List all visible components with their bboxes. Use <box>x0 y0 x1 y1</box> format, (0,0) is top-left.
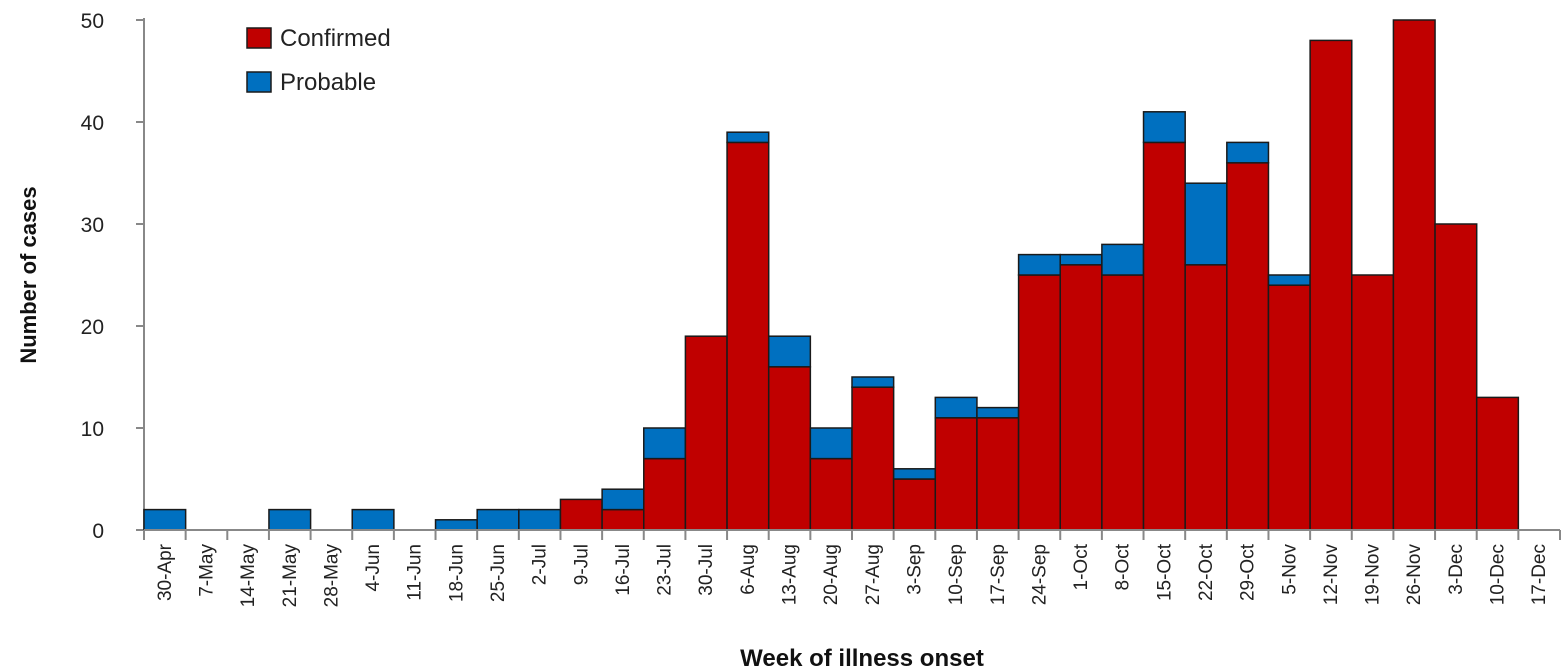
y-axis-label: Number of cases <box>16 186 41 363</box>
bar-confirmed-26-nov <box>1392 19 1436 531</box>
bar-confirmed-8-oct <box>1101 274 1145 531</box>
bar-confirmed-3-dec <box>1434 223 1478 531</box>
x-tick-label: 3-Sep <box>904 544 925 595</box>
x-tick-label: 17-Dec <box>1529 544 1550 605</box>
bar-probable-18-jun <box>434 519 478 531</box>
bar-confirmed-13-aug <box>767 366 812 531</box>
x-tick-label: 4-Jun <box>363 544 384 592</box>
bar-confirmed-16-jul <box>601 508 645 531</box>
bar-probable-15-oct <box>1142 111 1186 144</box>
bar-probable-10-sep <box>934 396 978 419</box>
x-tick-label: 14-May <box>238 544 259 608</box>
x-axis-label: Week of illness onset <box>740 645 984 671</box>
bar-probable-21-may <box>268 508 312 531</box>
x-tick-label: 30-Jul <box>696 544 717 596</box>
x-tick-label: 24-Sep <box>1029 544 1050 605</box>
x-tick-label: 7-May <box>196 544 217 597</box>
bar-probable-22-oct <box>1184 182 1228 266</box>
bar-confirmed-29-oct <box>1226 162 1270 531</box>
x-tick-label: 28-May <box>321 544 342 608</box>
bar-confirmed-23-jul <box>643 457 687 531</box>
x-tick-label: 2-Jul <box>530 544 551 585</box>
bar-confirmed-27-aug <box>851 386 895 531</box>
bar-probable-13-aug <box>767 335 812 368</box>
bar-confirmed-10-sep <box>934 417 978 531</box>
bars <box>143 19 1520 531</box>
legend-label-confirmed: Confirmed <box>280 25 391 52</box>
bar-probable-4-jun <box>351 508 395 531</box>
y-tick-label: 30 <box>81 214 104 237</box>
bar-confirmed-12-nov <box>1309 39 1353 531</box>
x-tick-label: 10-Dec <box>1488 544 1509 605</box>
legend-swatch-confirmed <box>246 27 272 49</box>
x-tick-label: 11-Jun <box>405 544 426 601</box>
y-tick-label: 40 <box>81 112 104 135</box>
x-tick-label: 23-Jul <box>655 544 676 596</box>
bar-probable-25-jun <box>476 508 520 531</box>
x-tick-label: 10-Sep <box>946 544 967 605</box>
x-tick-label: 15-Oct <box>1154 543 1175 601</box>
bar-probable-20-aug <box>809 427 853 460</box>
x-tick-label: 20-Aug <box>821 544 842 605</box>
bar-confirmed-19-nov <box>1351 274 1395 531</box>
x-tick-label: 17-Sep <box>988 544 1009 605</box>
bar-probable-5-nov <box>1267 274 1311 286</box>
x-tick-label: 21-May <box>280 544 301 608</box>
bar-confirmed-9-jul <box>559 498 603 531</box>
x-tick-label: 9-Jul <box>571 544 592 585</box>
bar-probable-3-sep <box>892 468 937 480</box>
x-tick-label: 8-Oct <box>1113 543 1134 590</box>
x-tick-label: 26-Nov <box>1404 544 1425 606</box>
y-tick-label: 20 <box>81 316 104 339</box>
bar-probable-24-sep <box>1017 253 1061 276</box>
x-tick-label: 6-Aug <box>738 544 759 595</box>
legend-label-probable: Probable <box>280 69 376 96</box>
bar-probable-16-jul <box>601 488 645 511</box>
bar-confirmed-3-sep <box>892 478 937 531</box>
x-tick-label: 3-Dec <box>1446 544 1467 595</box>
bar-probable-6-aug <box>726 131 770 144</box>
bar-probable-8-oct <box>1101 243 1145 276</box>
x-tick-label: 16-Jul <box>613 544 634 596</box>
x-tick-label: 13-Aug <box>780 544 801 605</box>
legend-swatch-probable <box>246 71 272 93</box>
x-tick-label: 5-Nov <box>1279 544 1300 595</box>
bar-probable-27-aug <box>851 376 895 388</box>
bar-probable-29-oct <box>1226 141 1270 164</box>
bar-probable-23-jul <box>643 427 687 460</box>
x-tick-label: 1-Oct <box>1071 543 1092 590</box>
x-tick-label: 27-Aug <box>863 544 884 605</box>
x-tick-label: 22-Oct <box>1196 543 1217 601</box>
bar-probable-1-oct <box>1059 253 1103 266</box>
bar-confirmed-15-oct <box>1142 141 1186 531</box>
x-tick-label: 25-Jun <box>488 544 509 602</box>
x-axis: 30-Apr 7-May 14-May 21-May 28-May 4-Jun 11-Jun… <box>143 529 1561 608</box>
y-tick-label: 0 <box>92 520 104 543</box>
y-tick-label: 50 <box>81 10 104 33</box>
bar-confirmed-5-nov <box>1267 284 1311 531</box>
bar-confirmed-24-sep <box>1017 274 1061 531</box>
x-tick-label: 19-Nov <box>1363 544 1384 606</box>
y-axis: 0 10 20 30 40 50 <box>81 10 145 543</box>
x-tick-label: 18-Jun <box>446 544 467 602</box>
x-tick-label: 29-Oct <box>1238 543 1259 601</box>
bar-probable-17-sep <box>976 406 1020 419</box>
bar-confirmed-10-dec <box>1475 396 1520 531</box>
bar-confirmed-22-oct <box>1184 264 1228 531</box>
y-tick-label: 10 <box>81 418 104 441</box>
legend: Confirmed Probable <box>246 25 391 96</box>
x-tick-label: 30-Apr <box>155 543 176 601</box>
bar-confirmed-20-aug <box>809 457 853 531</box>
bar-probable-30-apr <box>143 508 187 531</box>
bar-confirmed-30-jul <box>684 335 728 531</box>
bar-confirmed-17-sep <box>976 417 1020 531</box>
x-tick-label: 12-Nov <box>1321 544 1342 606</box>
bar-confirmed-1-oct <box>1059 264 1103 531</box>
bar-probable-2-jul <box>518 508 562 531</box>
bar-confirmed-6-aug <box>726 141 770 531</box>
